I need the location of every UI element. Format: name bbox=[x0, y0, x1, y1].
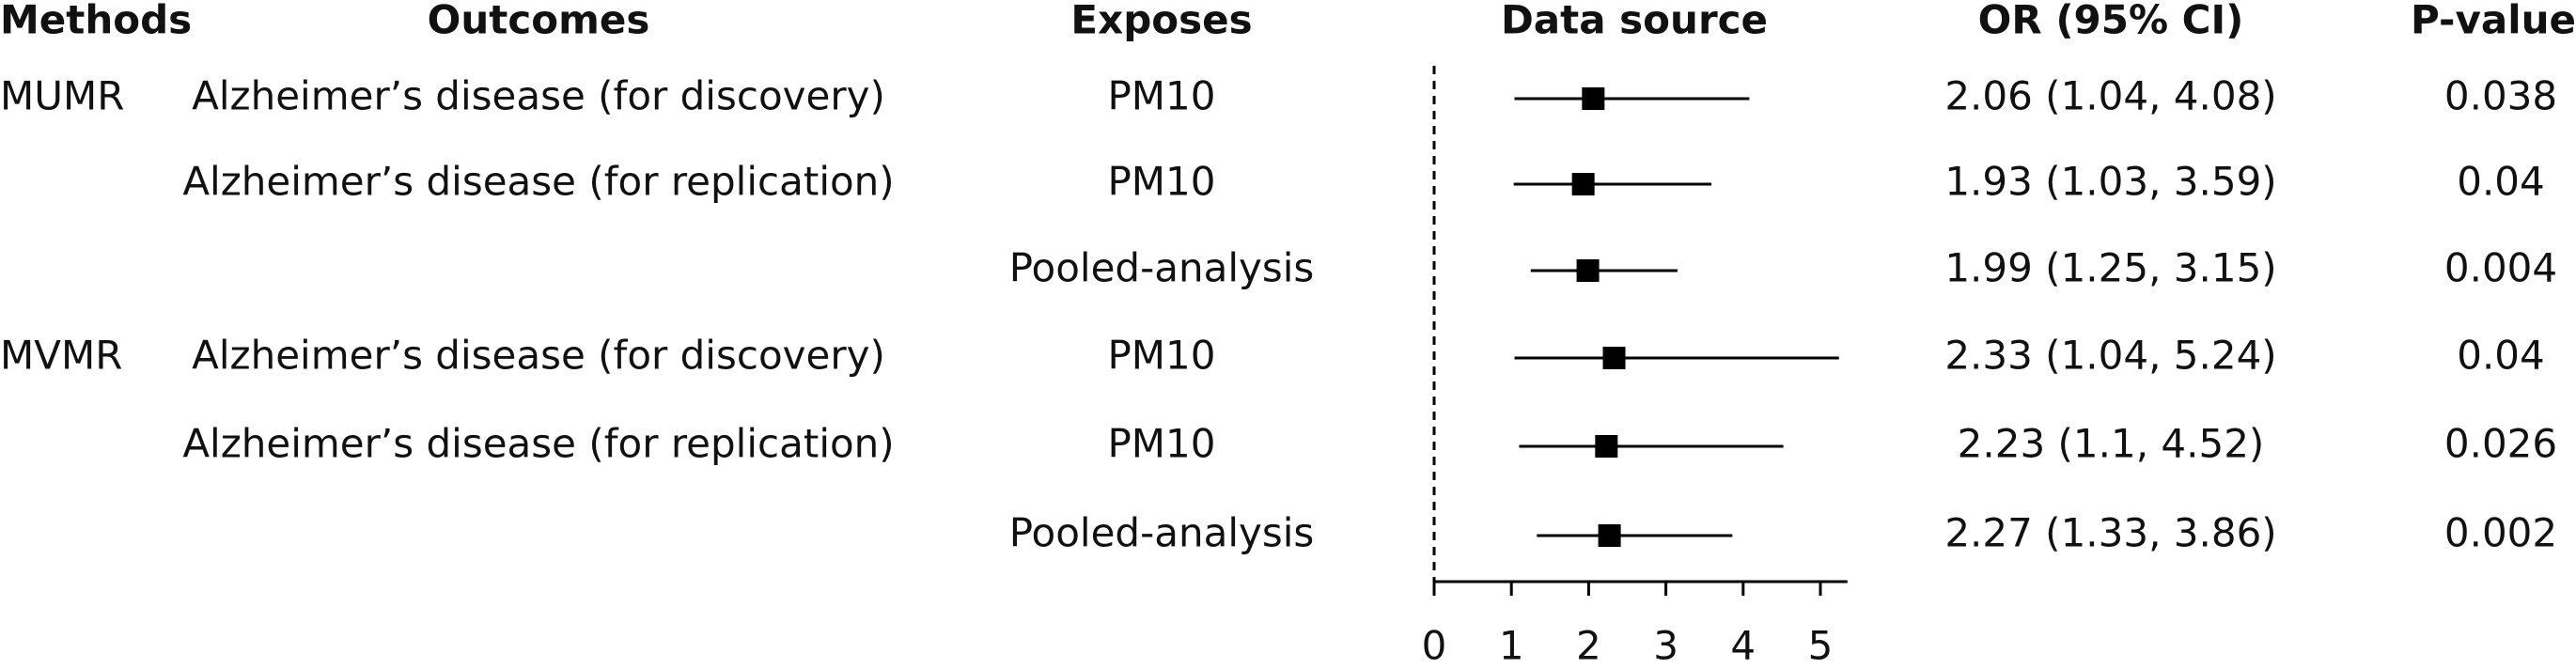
p-value: 0.026 bbox=[2444, 421, 2557, 467]
p-value: 0.038 bbox=[2444, 73, 2557, 119]
point-estimate bbox=[1576, 259, 1600, 282]
point-estimate bbox=[1595, 435, 1618, 458]
p-value: 0.04 bbox=[2457, 159, 2545, 205]
column-header: Data source bbox=[1501, 0, 1768, 43]
outcome-label: Alzheimer’s disease (for replication) bbox=[182, 421, 894, 467]
method-label: MVMR bbox=[0, 333, 122, 379]
expose-label: Pooled-analysis bbox=[1009, 245, 1315, 291]
x-tick-label: 3 bbox=[1653, 623, 1678, 669]
method-label: MUMR bbox=[0, 73, 124, 119]
column-header: OR (95% CI) bbox=[1978, 0, 2244, 43]
or-label: 2.33 (1.04, 5.24) bbox=[1944, 333, 2276, 379]
point-estimate bbox=[1582, 87, 1605, 110]
column-header: P-value bbox=[2411, 0, 2576, 43]
point-estimate bbox=[1571, 173, 1595, 195]
outcome-label: Alzheimer’s disease (for replication) bbox=[182, 159, 894, 205]
x-tick-label: 1 bbox=[1499, 623, 1524, 669]
x-tick-label: 4 bbox=[1730, 623, 1756, 669]
column-header: Methods bbox=[0, 0, 192, 43]
expose-label: PM10 bbox=[1107, 333, 1215, 379]
column-header: Exposes bbox=[1070, 0, 1252, 43]
p-value: 0.04 bbox=[2457, 333, 2545, 379]
x-tick-label: 0 bbox=[1422, 623, 1447, 669]
point-estimate bbox=[1598, 524, 1621, 547]
point-estimate bbox=[1602, 347, 1626, 369]
column-header: Outcomes bbox=[428, 0, 650, 43]
x-tick-label: 5 bbox=[1808, 623, 1834, 669]
expose-label: PM10 bbox=[1107, 421, 1215, 467]
outcome-label: Alzheimer’s disease (for discovery) bbox=[192, 333, 885, 379]
expose-label: PM10 bbox=[1107, 159, 1215, 205]
x-tick-label: 2 bbox=[1576, 623, 1601, 669]
or-label: 1.99 (1.25, 3.15) bbox=[1944, 245, 2276, 291]
or-label: 1.93 (1.03, 3.59) bbox=[1944, 159, 2276, 205]
or-label: 2.27 (1.33, 3.86) bbox=[1944, 510, 2276, 556]
p-value: 0.002 bbox=[2444, 510, 2557, 556]
p-value: 0.004 bbox=[2444, 245, 2557, 291]
expose-label: Pooled-analysis bbox=[1009, 510, 1315, 556]
outcome-label: Alzheimer’s disease (for discovery) bbox=[192, 73, 885, 119]
expose-label: PM10 bbox=[1107, 73, 1215, 119]
or-label: 2.06 (1.04, 4.08) bbox=[1944, 73, 2276, 119]
or-label: 2.23 (1.1, 4.52) bbox=[1958, 421, 2265, 467]
